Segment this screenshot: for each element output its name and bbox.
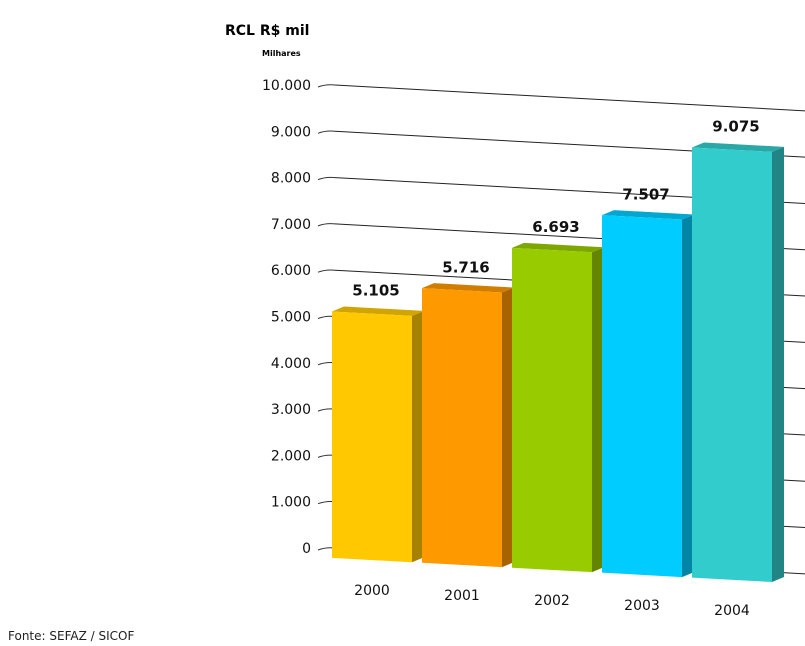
gridline-connector [317, 176, 336, 181]
y-tick-label: 8.000 [271, 171, 311, 187]
y-tick-label: 9.000 [271, 124, 311, 140]
bar-side [592, 247, 604, 573]
y-tick-label: 4.000 [271, 356, 311, 372]
y-tick-label: 2.000 [271, 448, 311, 464]
bar-side [772, 146, 784, 583]
x-tick-label: 2002 [534, 593, 570, 609]
bar-top [602, 210, 694, 220]
value-label: 5.716 [442, 258, 489, 276]
x-tick-label: 2000 [354, 583, 390, 599]
bar-front [602, 215, 682, 578]
bar-front [512, 247, 592, 573]
value-label: 9.075 [712, 118, 759, 136]
value-label: 6.693 [532, 218, 579, 236]
bars [332, 142, 784, 583]
bar-front [422, 288, 502, 568]
value-label: 5.105 [352, 282, 399, 300]
bar-side [412, 310, 424, 563]
bar-2000 [332, 306, 424, 563]
gridline-connector [317, 269, 336, 273]
bar-2003 [602, 210, 694, 578]
y-tick-label: 6.000 [271, 263, 311, 279]
y-axis-unit: Milhares [262, 49, 301, 58]
bar-2001 [422, 283, 514, 568]
value-label: 7.507 [622, 185, 669, 203]
bar-2004 [692, 142, 784, 583]
bar-front [332, 311, 412, 563]
x-tick-label: 2004 [714, 603, 750, 619]
bar-top [332, 306, 424, 316]
y-tick-label: 0 [302, 541, 311, 557]
bar-top [692, 142, 784, 152]
y-axis-label: RCL R$ mil [225, 23, 309, 39]
category-labels: 2000 2001 2002 2003 2004 [354, 583, 750, 619]
bar-side [682, 214, 694, 578]
bar-top [512, 242, 604, 253]
y-axis-ticks: 0 1.000 2.000 3.000 4.000 5.000 6.000 7.000 8.00… [262, 78, 311, 557]
bar-front [692, 147, 772, 583]
y-tick-label: 1.000 [271, 495, 311, 511]
value-labels: 5.105 5.716 6.693 7.507 9.075 [352, 118, 759, 300]
y-tick-label: 10.000 [262, 78, 311, 94]
y-tick-label: 7.000 [271, 217, 311, 233]
gridline-connector [317, 130, 336, 134]
y-tick-label: 3.000 [271, 402, 311, 418]
x-tick-label: 2003 [624, 598, 660, 614]
x-tick-label: 2001 [444, 588, 480, 604]
gridline-connector [317, 223, 336, 227]
source-note: Fonte: SEFAZ / SICOF [8, 629, 134, 643]
gridline-connector [317, 84, 336, 88]
y-tick-label: 5.000 [271, 310, 311, 326]
bar-side [502, 287, 514, 568]
gridline [334, 84, 805, 112]
bar-2002 [512, 242, 604, 573]
bar-top [422, 283, 514, 293]
